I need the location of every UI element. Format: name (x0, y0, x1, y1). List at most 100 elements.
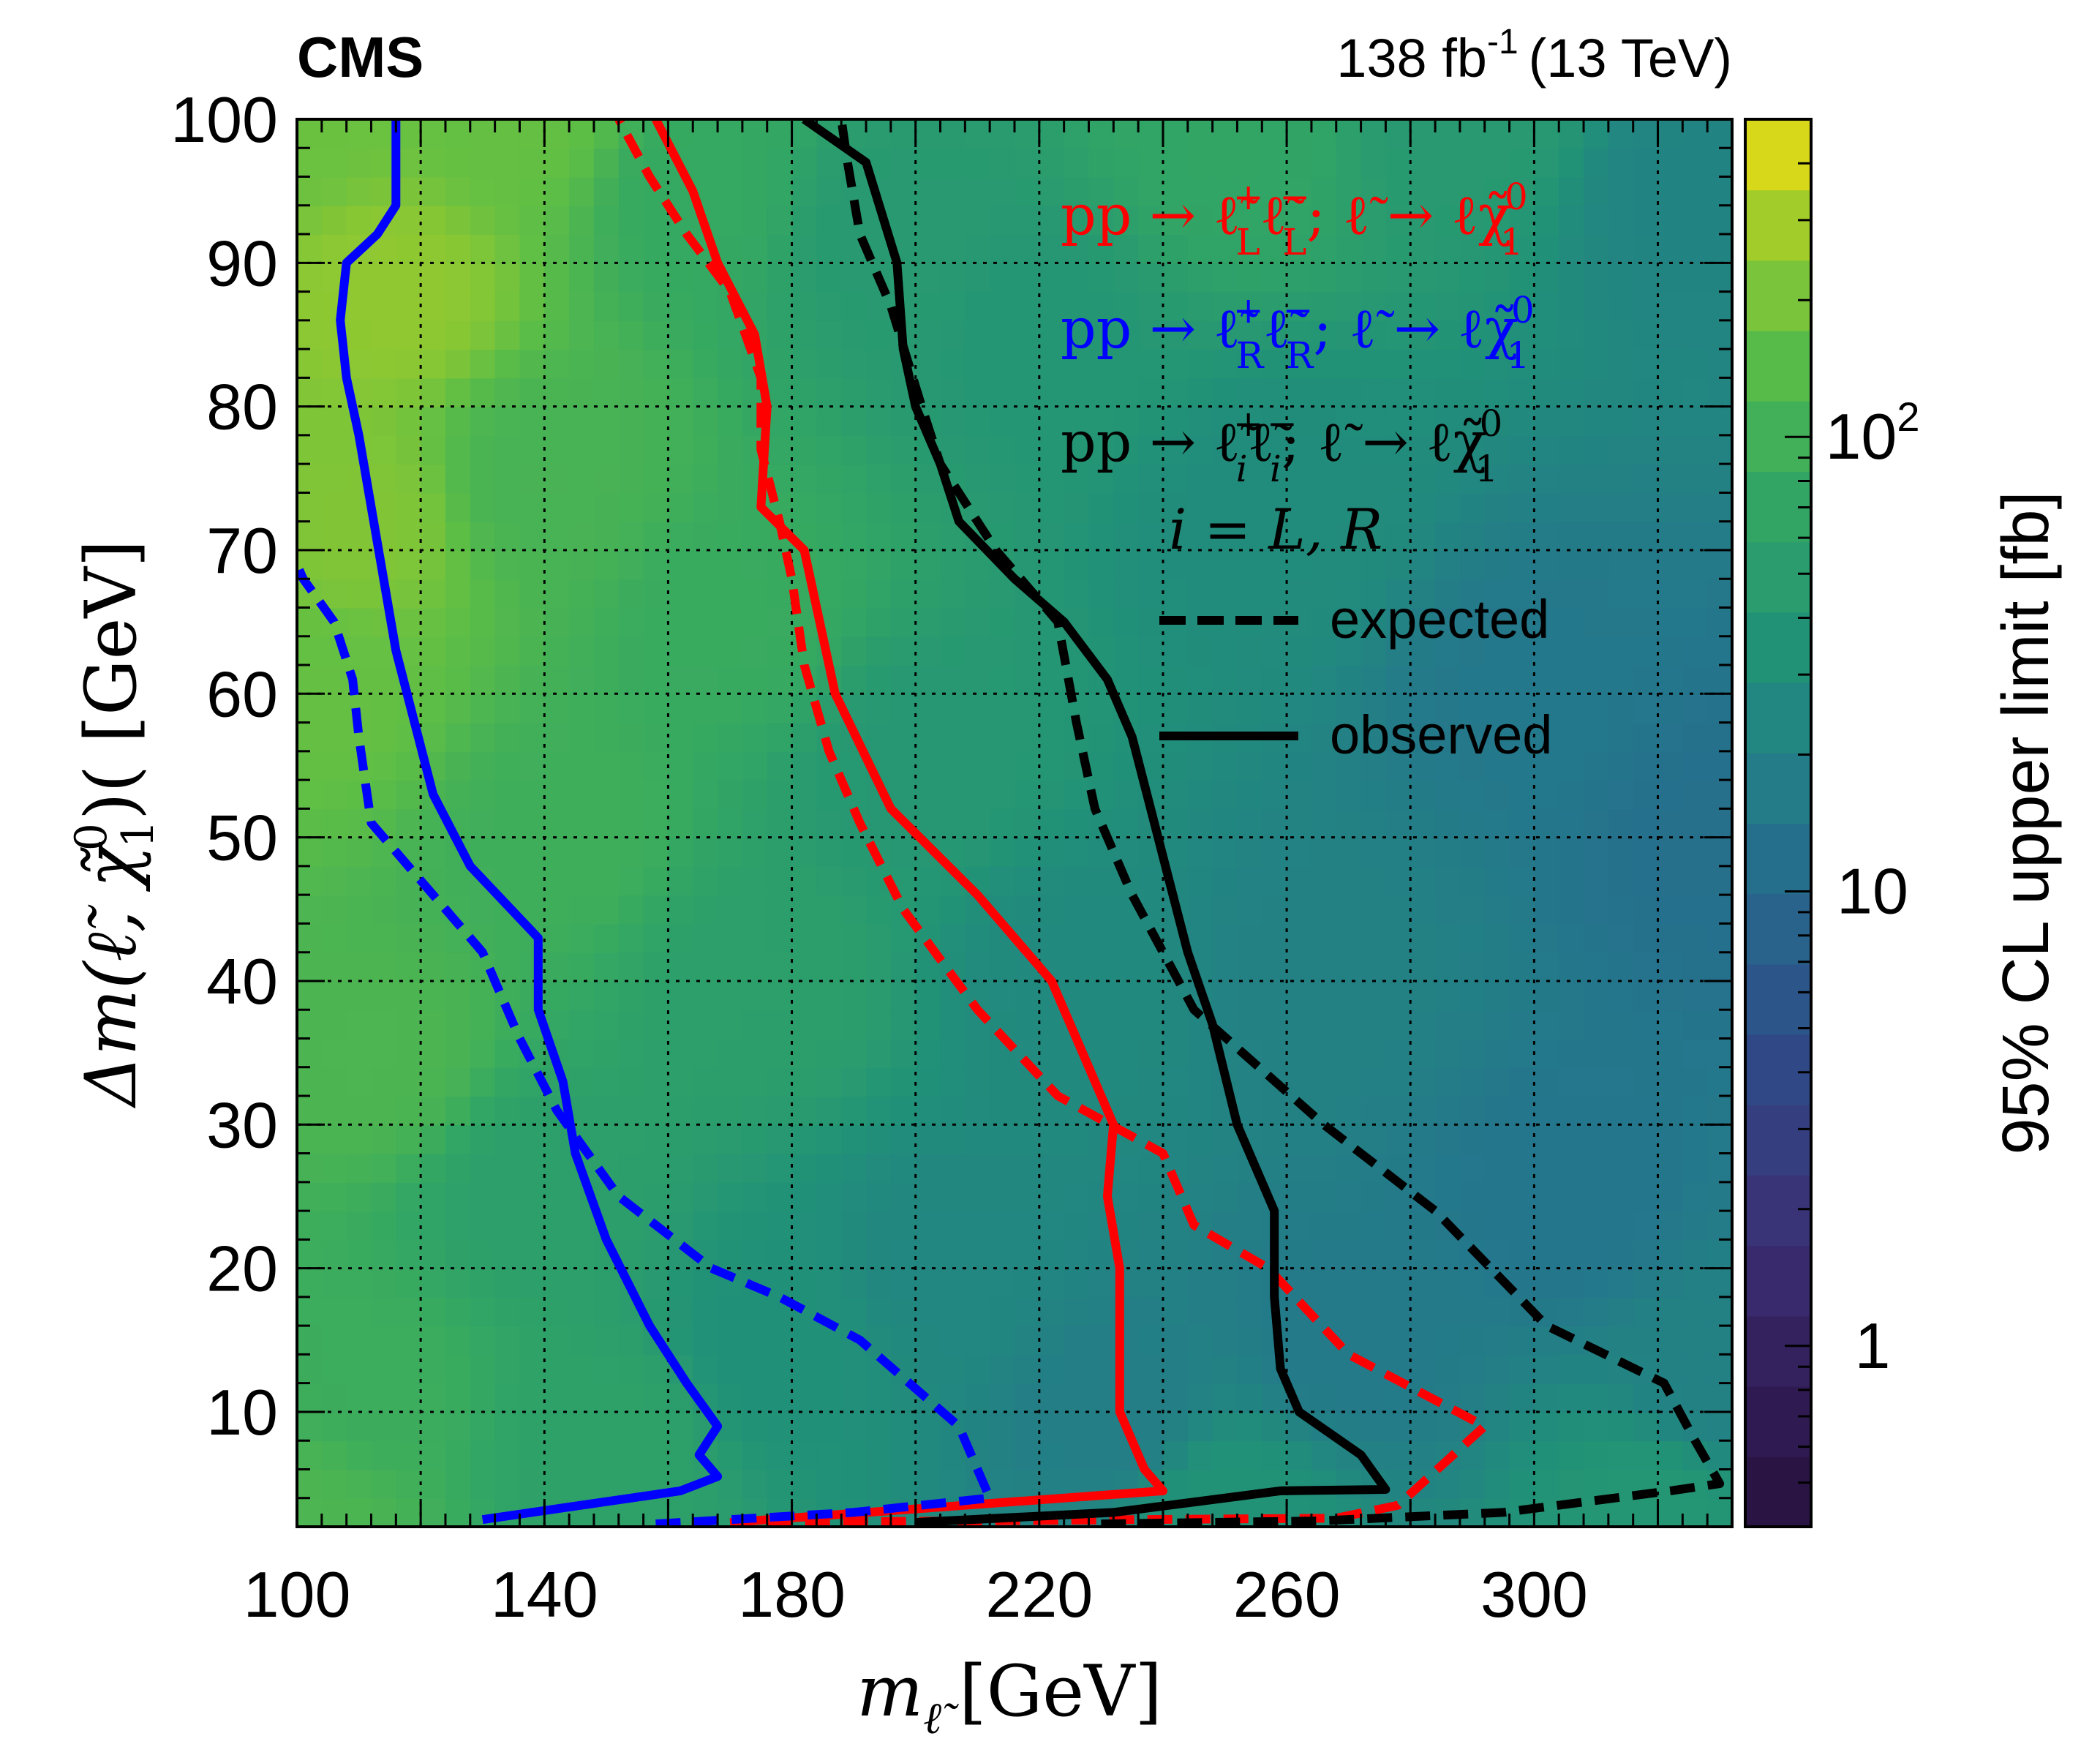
heatmap-cell (1534, 808, 1560, 838)
heatmap-cell (990, 694, 1015, 724)
heatmap-cell (816, 435, 843, 465)
heatmap-cell (1163, 1038, 1189, 1068)
heatmap-cell (866, 464, 892, 494)
heatmap-cell (519, 1181, 546, 1212)
heatmap-cell (297, 234, 323, 264)
heatmap-cell (1385, 808, 1412, 838)
color-bar-band (1745, 541, 1811, 613)
heatmap-cell (519, 492, 546, 522)
heatmap-cell (668, 1211, 694, 1241)
heatmap-cell (1435, 1124, 1461, 1154)
heatmap-cell (321, 1181, 347, 1212)
heatmap-cell (618, 1326, 644, 1356)
heatmap-cell (1410, 1038, 1436, 1068)
heatmap-cell (1039, 148, 1065, 178)
heatmap-cell (1707, 952, 1732, 982)
heatmap-cell (1534, 521, 1560, 551)
heatmap-cell (1608, 1124, 1634, 1154)
heatmap-cell (693, 1296, 718, 1327)
heatmap-cell (915, 1181, 941, 1212)
heatmap-cell (965, 1383, 991, 1413)
heatmap-cell (791, 722, 818, 752)
heatmap-cell (816, 492, 843, 522)
heatmap-cell (396, 579, 422, 609)
heatmap-cell (470, 148, 496, 178)
heatmap-cell (1187, 1354, 1213, 1384)
heatmap-cell (470, 1038, 496, 1068)
heatmap-cell (1410, 952, 1436, 982)
heatmap-cell (1484, 377, 1510, 407)
heatmap-cell (990, 607, 1015, 637)
heatmap-cell (1385, 291, 1412, 321)
heatmap-cell (1088, 148, 1115, 178)
heatmap-cell (915, 1469, 941, 1499)
heatmap-cell (593, 1124, 620, 1154)
heatmap-cell (445, 1497, 471, 1527)
heatmap-cell (1287, 808, 1312, 838)
heatmap-cell (1287, 349, 1312, 379)
heatmap-cell (1088, 205, 1115, 236)
heatmap-cell (1509, 464, 1535, 494)
heatmap-cell (1287, 119, 1312, 149)
heatmap-cell (1212, 981, 1238, 1011)
heatmap-cell (1559, 665, 1584, 695)
heatmap-cell (593, 119, 620, 149)
heatmap-cell (1584, 234, 1609, 264)
heatmap-cell (693, 1067, 718, 1097)
heatmap-cell (618, 234, 644, 264)
heatmap-cell (742, 1153, 768, 1183)
heatmap-cell (990, 521, 1015, 551)
heatmap-cell (396, 1038, 422, 1068)
heatmap-cell (866, 1469, 892, 1499)
heatmap-cell (643, 895, 669, 925)
heatmap-cell (1113, 1096, 1140, 1126)
heatmap-cell (841, 1296, 867, 1327)
heatmap-cell (1707, 1239, 1732, 1269)
heatmap-cell (1608, 377, 1634, 407)
heatmap-cell (1262, 263, 1288, 293)
heatmap-cell (1262, 837, 1288, 867)
heatmap-cell (791, 1211, 818, 1241)
heatmap-cell (544, 1211, 571, 1241)
heatmap-cell (1633, 1239, 1659, 1269)
y-tick-label: 50 (206, 802, 278, 874)
heatmap-cell (791, 377, 818, 407)
heatmap-cell (841, 923, 867, 953)
heatmap-cell (990, 1411, 1015, 1442)
heatmap-cell (321, 751, 347, 781)
heatmap-cell (1015, 377, 1040, 407)
heatmap-cell (494, 1440, 521, 1470)
heatmap-cell (866, 694, 892, 724)
heatmap-cell (346, 636, 372, 666)
heatmap-cell (791, 205, 818, 236)
heatmap-cell (297, 1383, 323, 1413)
heatmap-cell (890, 119, 917, 149)
heatmap-cell (1633, 492, 1659, 522)
heatmap-cell (1311, 320, 1337, 350)
heatmap-cell (965, 751, 991, 781)
heatmap-cell (544, 320, 571, 350)
heatmap-cell (1559, 1268, 1584, 1298)
heatmap-cell (544, 1411, 571, 1442)
heatmap-cell (346, 981, 372, 1011)
heatmap-cell (1361, 751, 1387, 781)
heatmap-cell (1287, 1038, 1312, 1068)
heatmap-cell (940, 320, 966, 350)
heatmap-cell (1509, 923, 1535, 953)
heatmap-cell (1559, 492, 1584, 522)
heatmap-cell (1584, 1181, 1609, 1212)
heatmap-cell (1459, 320, 1486, 350)
heatmap-cell (1287, 579, 1312, 609)
heatmap-cell (371, 1067, 397, 1097)
heatmap-cell (866, 521, 892, 551)
heatmap-cell (1336, 694, 1362, 724)
heatmap-cell (1633, 1181, 1659, 1212)
heatmap-cell (1459, 205, 1486, 236)
heatmap-cell (297, 1038, 323, 1068)
heatmap-cell (1534, 263, 1560, 293)
heatmap-cell (1163, 492, 1189, 522)
heatmap-cell (1682, 1096, 1709, 1126)
legend-text-part: R (1286, 334, 1314, 377)
heatmap-cell (1262, 1411, 1288, 1442)
heatmap-cell (693, 1153, 718, 1183)
